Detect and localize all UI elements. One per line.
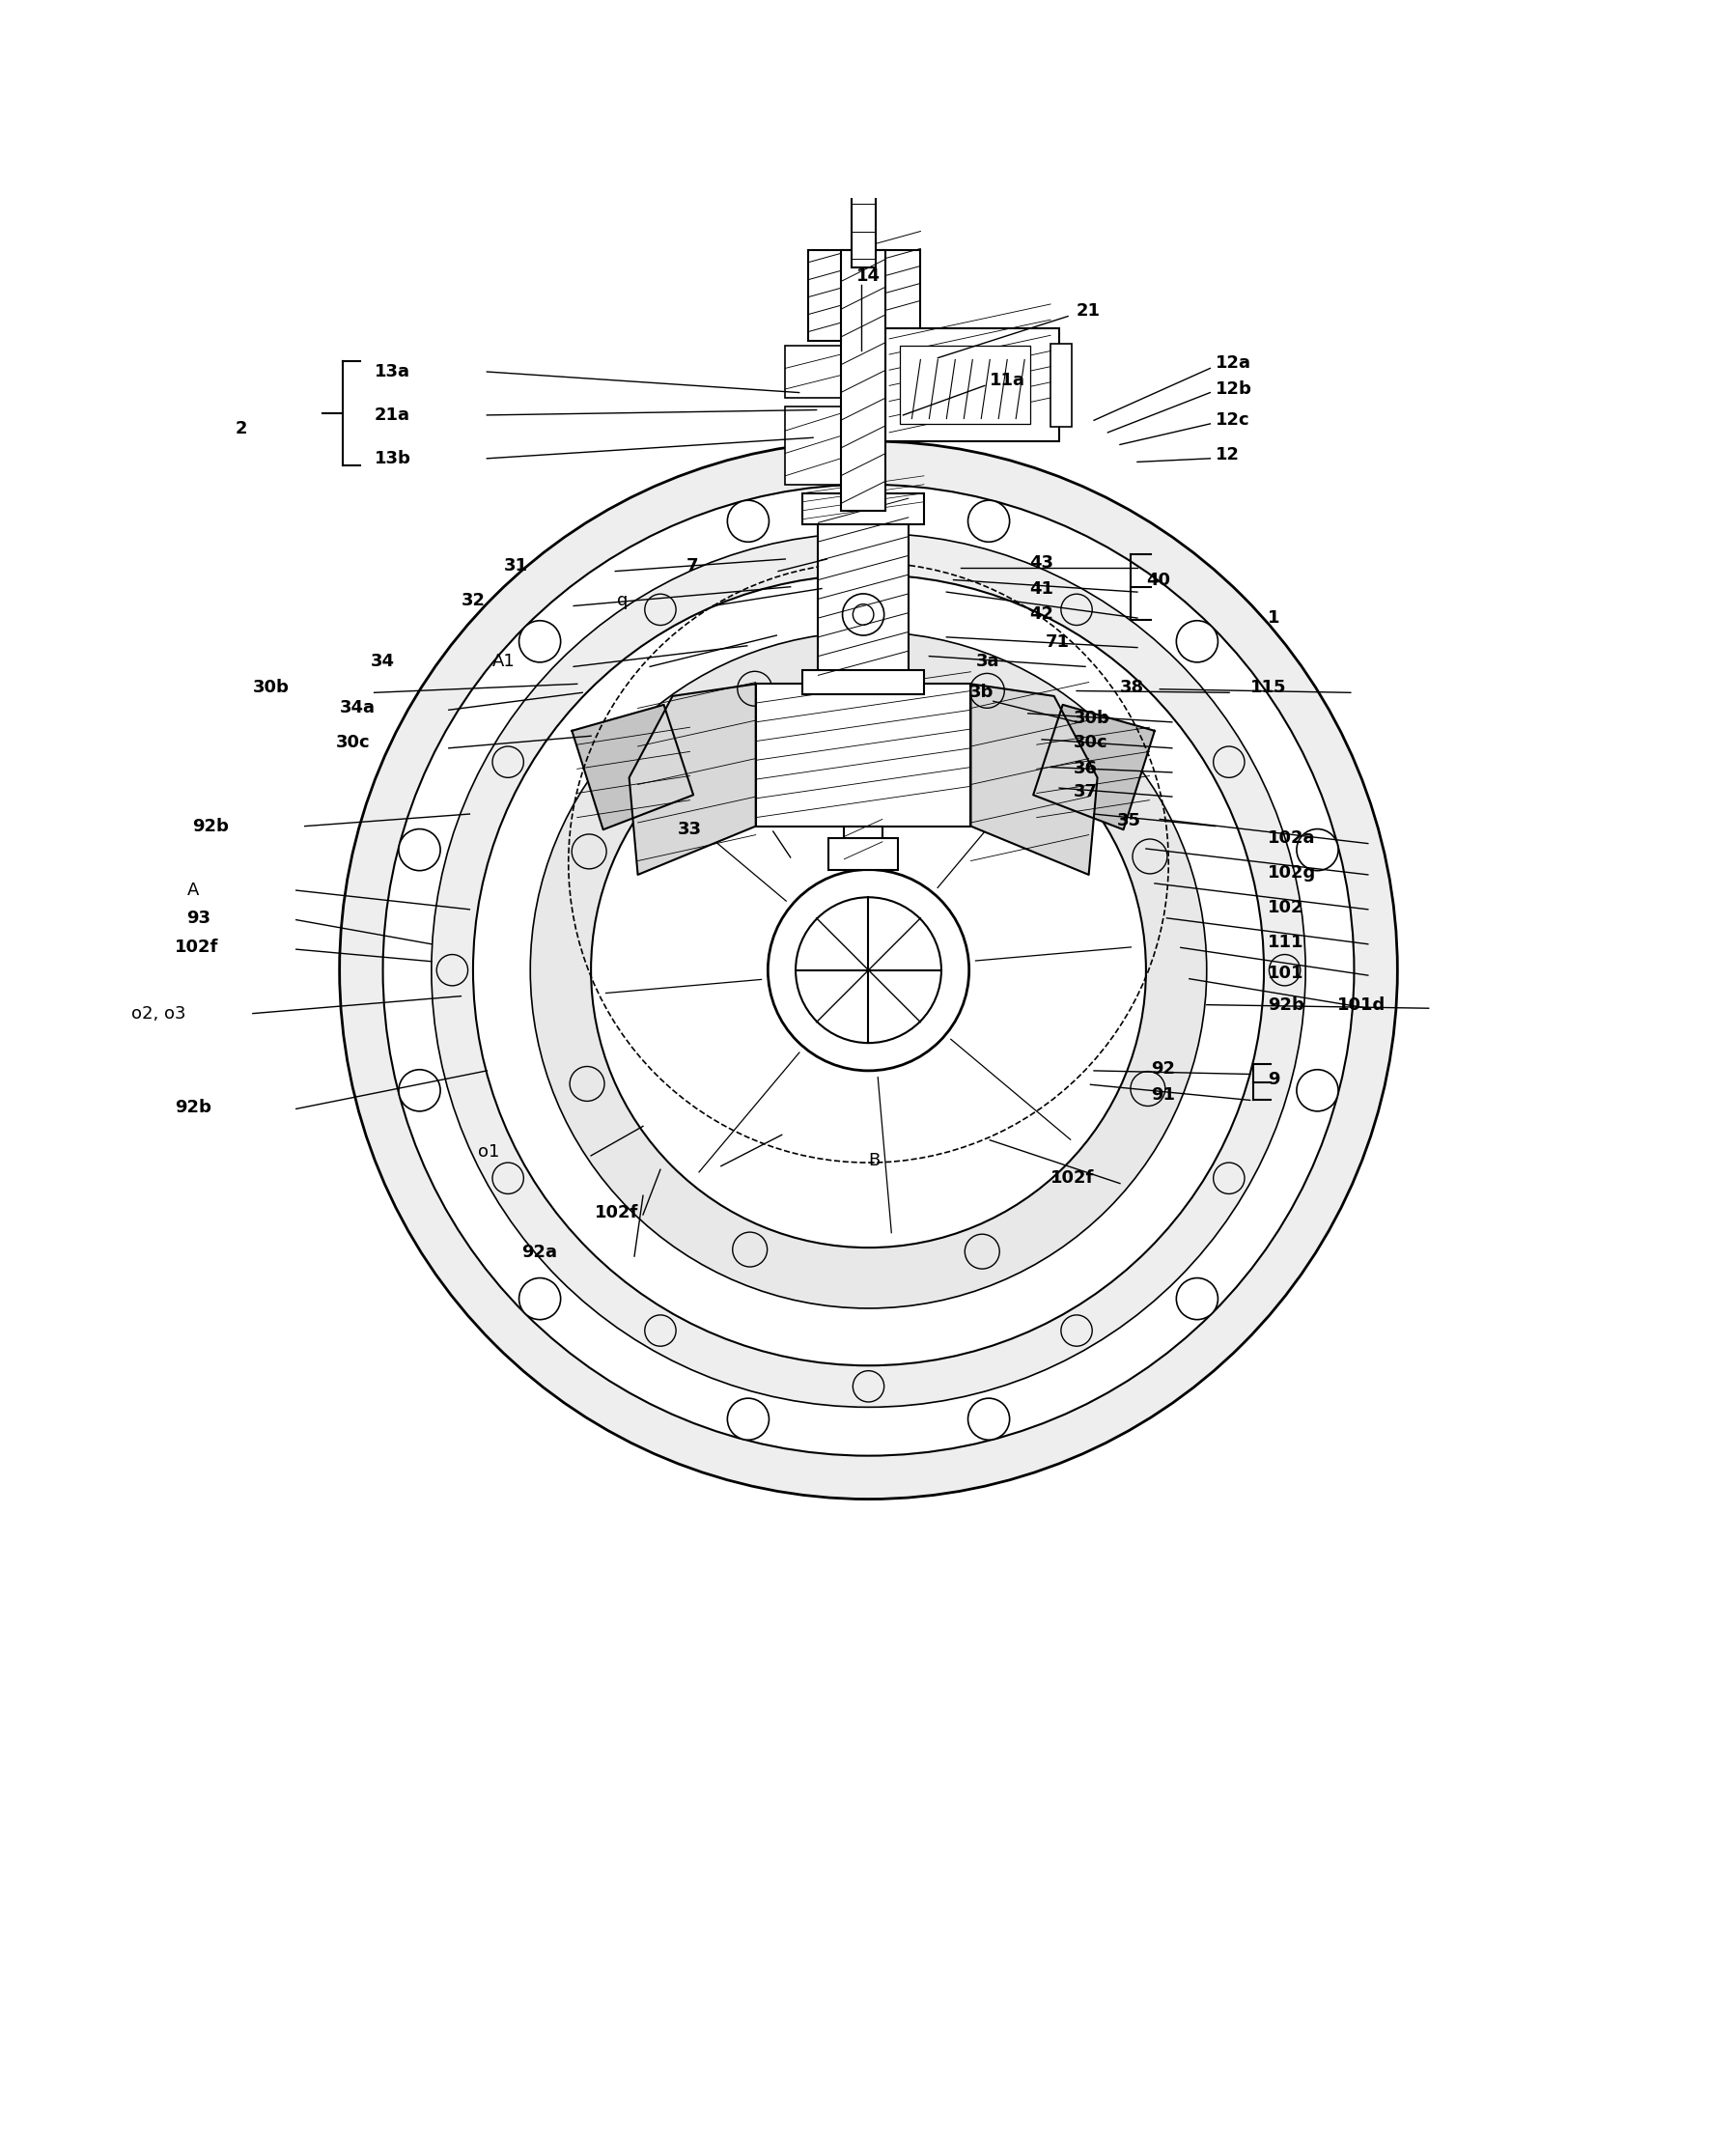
Text: 31: 31 — [503, 558, 528, 575]
Text: 41: 41 — [1029, 580, 1054, 597]
Polygon shape — [1033, 705, 1154, 829]
Text: 30c: 30c — [335, 735, 370, 752]
Text: 92b: 92b — [1267, 995, 1304, 1014]
Text: 33: 33 — [677, 820, 701, 837]
Text: 102f: 102f — [175, 940, 219, 957]
Text: 71: 71 — [1045, 633, 1069, 650]
Text: 11a: 11a — [990, 371, 1024, 390]
Text: 12c: 12c — [1215, 411, 1248, 428]
Circle shape — [399, 1070, 441, 1110]
Circle shape — [519, 620, 561, 663]
Text: A1: A1 — [491, 652, 516, 669]
Text: 91: 91 — [1151, 1087, 1175, 1104]
Text: 38: 38 — [1120, 678, 1144, 697]
Bar — [885, 328, 1059, 441]
Text: 102f: 102f — [1050, 1170, 1094, 1187]
Text: 21: 21 — [1076, 303, 1101, 320]
Circle shape — [431, 533, 1305, 1406]
Text: 102g: 102g — [1267, 865, 1316, 882]
Circle shape — [1295, 829, 1337, 872]
Circle shape — [519, 1279, 561, 1319]
Text: 102: 102 — [1267, 899, 1302, 916]
Circle shape — [382, 484, 1354, 1455]
Text: 102a: 102a — [1267, 829, 1314, 846]
Text: 40: 40 — [1146, 571, 1170, 588]
Bar — [844, 102, 882, 126]
Bar — [802, 669, 924, 695]
Text: 7: 7 — [686, 558, 698, 575]
Text: 2: 2 — [236, 420, 248, 437]
Text: 32: 32 — [460, 592, 484, 609]
Text: 3a: 3a — [976, 652, 1000, 669]
Text: 12a: 12a — [1215, 354, 1250, 371]
Text: 35: 35 — [1116, 812, 1141, 829]
Circle shape — [529, 633, 1207, 1308]
Polygon shape — [571, 705, 693, 829]
Circle shape — [590, 693, 1146, 1247]
Bar — [818, 507, 908, 684]
Bar — [851, 119, 875, 269]
Text: 1: 1 — [1267, 609, 1279, 627]
Text: o1: o1 — [477, 1144, 500, 1161]
Text: 43: 43 — [1029, 554, 1054, 571]
Text: 101d: 101d — [1337, 995, 1385, 1014]
Circle shape — [727, 1398, 769, 1441]
Text: 42: 42 — [1029, 605, 1054, 622]
Polygon shape — [628, 684, 755, 874]
Text: 115: 115 — [1250, 678, 1286, 697]
Text: 30c: 30c — [1073, 735, 1108, 752]
Text: B: B — [868, 1153, 878, 1170]
Text: 102f: 102f — [595, 1204, 639, 1221]
Text: 34a: 34a — [339, 699, 375, 716]
Text: 12: 12 — [1215, 445, 1240, 465]
Text: 111: 111 — [1267, 933, 1302, 950]
Text: 12b: 12b — [1215, 381, 1252, 398]
Text: q: q — [616, 592, 628, 609]
Bar — [755, 684, 970, 827]
Text: 36: 36 — [1073, 761, 1097, 778]
Text: 21a: 21a — [373, 407, 410, 424]
Text: 92a: 92a — [521, 1245, 557, 1262]
Circle shape — [1175, 620, 1217, 663]
Bar — [802, 492, 924, 524]
Bar — [828, 837, 898, 869]
Bar — [785, 407, 840, 484]
Circle shape — [967, 1398, 1009, 1441]
Polygon shape — [970, 684, 1097, 874]
Bar — [854, 64, 871, 102]
Text: 14: 14 — [856, 269, 880, 286]
Text: 30b: 30b — [253, 678, 290, 697]
Text: 93: 93 — [187, 910, 212, 927]
Text: 9: 9 — [1267, 1070, 1279, 1089]
Circle shape — [1295, 1070, 1337, 1110]
Circle shape — [1175, 1279, 1217, 1319]
Circle shape — [967, 501, 1009, 541]
Text: o2, o3: o2, o3 — [132, 1006, 186, 1023]
Text: 92: 92 — [1151, 1061, 1175, 1078]
Circle shape — [339, 441, 1397, 1498]
Text: 13a: 13a — [373, 362, 410, 381]
Bar — [840, 249, 885, 511]
Text: 37: 37 — [1073, 782, 1097, 799]
Circle shape — [727, 501, 769, 541]
Bar — [844, 827, 882, 869]
Circle shape — [399, 829, 441, 872]
Circle shape — [472, 575, 1264, 1366]
Circle shape — [767, 869, 969, 1070]
Bar — [807, 249, 920, 341]
Bar — [785, 345, 840, 398]
Bar — [899, 345, 1029, 424]
Text: 34: 34 — [370, 652, 394, 669]
Text: 30b: 30b — [1073, 710, 1109, 727]
Text: 13b: 13b — [373, 450, 410, 467]
Text: A: A — [187, 882, 198, 899]
Text: 3b: 3b — [969, 684, 993, 701]
Text: 101: 101 — [1267, 965, 1302, 982]
Text: 92b: 92b — [175, 1097, 212, 1117]
Bar — [1050, 343, 1071, 426]
Text: 92b: 92b — [193, 818, 229, 835]
